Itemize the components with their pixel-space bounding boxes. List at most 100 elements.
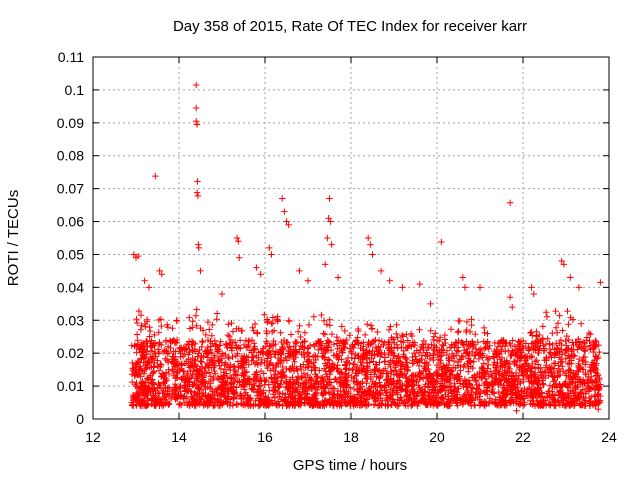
- data-point: [294, 328, 302, 335]
- data-point: [434, 351, 441, 359]
- data-point: [300, 370, 308, 377]
- data-point: [322, 360, 329, 367]
- data-point: [310, 341, 318, 348]
- data-point: [493, 351, 500, 358]
- data-point: [209, 321, 216, 329]
- data-point: [458, 352, 465, 360]
- y-tick-label: 0.05: [57, 246, 84, 262]
- y-axis-title: ROTI / TECUs: [5, 190, 22, 286]
- data-point: [375, 389, 383, 397]
- data-point: [504, 347, 512, 354]
- data-point: [445, 396, 452, 403]
- data-point: [162, 369, 170, 376]
- data-point: [572, 339, 579, 346]
- data-point: [347, 348, 355, 355]
- data-point: [168, 366, 176, 373]
- data-point: [432, 398, 440, 405]
- data-point: [534, 401, 541, 408]
- data-point: [397, 394, 404, 401]
- data-point: [426, 355, 434, 363]
- data-point: [467, 399, 475, 406]
- data-point: [285, 393, 292, 401]
- data-point: [559, 327, 566, 334]
- data-point: [250, 353, 257, 360]
- data-point: [385, 326, 393, 334]
- data-point: [535, 390, 542, 398]
- data-point: [235, 344, 242, 351]
- data-point: [143, 348, 150, 355]
- data-point: [420, 363, 428, 371]
- data-point: [236, 337, 244, 344]
- data-point: [517, 379, 524, 387]
- data-point: [189, 324, 196, 331]
- data-point: [175, 401, 183, 408]
- data-point: [144, 388, 151, 395]
- data-point: [277, 349, 284, 356]
- data-point: [528, 340, 535, 347]
- data-point: [306, 401, 313, 408]
- data-point: [128, 342, 136, 349]
- data-point: [199, 371, 206, 379]
- data-point: [553, 340, 560, 347]
- data-point: [588, 367, 595, 374]
- data-point: [574, 393, 581, 400]
- data-point: [364, 341, 372, 348]
- data-point: [472, 330, 479, 338]
- data-point: [233, 400, 240, 408]
- data-point: [291, 395, 298, 402]
- data-point: [412, 372, 419, 379]
- data-point: [587, 368, 594, 375]
- data-point: [502, 361, 509, 368]
- data-point: [565, 373, 572, 381]
- data-point: [302, 364, 309, 371]
- data-point: [148, 356, 155, 363]
- data-point: [438, 365, 445, 373]
- data-point: [500, 382, 507, 389]
- data-point: [527, 372, 535, 379]
- data-point: [130, 393, 137, 400]
- data-point: [291, 358, 298, 366]
- data-point: [322, 261, 329, 268]
- data-point: [167, 395, 175, 403]
- data-point: [374, 328, 381, 336]
- data-point: [428, 341, 435, 348]
- data-point: [567, 381, 574, 388]
- data-point: [165, 401, 172, 408]
- data-point: [325, 215, 332, 222]
- data-point: [366, 384, 373, 392]
- y-tick-label: 0: [76, 411, 84, 427]
- data-point: [218, 401, 226, 408]
- data-point: [202, 385, 209, 393]
- data-point: [284, 339, 292, 346]
- data-point: [355, 339, 363, 347]
- data-point: [420, 344, 427, 352]
- data-point: [191, 379, 198, 387]
- data-point: [245, 396, 253, 403]
- data-point: [158, 373, 165, 380]
- data-point: [491, 359, 498, 366]
- data-point: [327, 346, 335, 354]
- data-point: [466, 381, 473, 388]
- data-point: [362, 402, 370, 409]
- data-point: [519, 345, 526, 352]
- data-point: [274, 374, 281, 381]
- data-point: [228, 347, 236, 354]
- data-point: [443, 347, 451, 354]
- data-point: [418, 352, 426, 359]
- data-point: [200, 398, 207, 406]
- data-point: [424, 401, 431, 408]
- data-point: [379, 370, 387, 377]
- data-point: [515, 338, 522, 345]
- data-point: [129, 359, 136, 367]
- data-point: [389, 350, 397, 357]
- data-point: [374, 367, 382, 375]
- data-point: [580, 394, 587, 401]
- data-point: [318, 311, 325, 319]
- data-point: [155, 346, 162, 353]
- data-point: [205, 377, 213, 385]
- data-point: [173, 385, 180, 392]
- data-point: [575, 284, 583, 291]
- data-point: [524, 393, 532, 400]
- data-point: [143, 342, 151, 350]
- data-point: [187, 358, 194, 366]
